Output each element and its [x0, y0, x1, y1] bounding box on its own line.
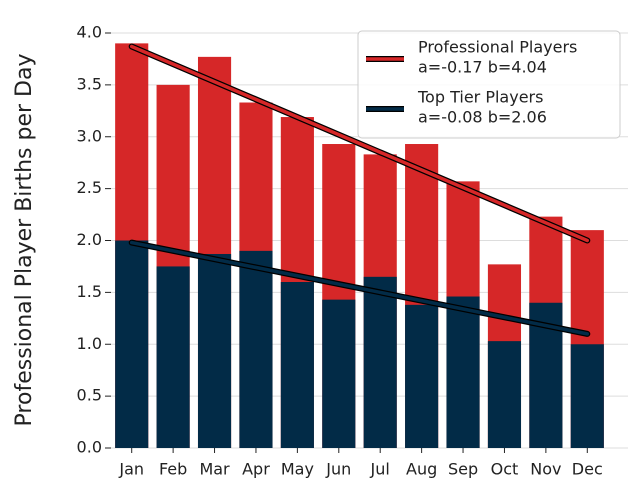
x-tick-label: Mar: [199, 460, 230, 479]
bar: [197, 253, 232, 448]
legend-trend-label: a=-0.08 b=2.06: [418, 108, 547, 127]
x-tick-label: Jan: [118, 460, 144, 479]
bar: [570, 344, 604, 448]
bar: [405, 304, 439, 448]
y-tick-label: 0.0: [77, 438, 102, 457]
legend-trend-label: a=-0.17 b=4.04: [418, 58, 547, 77]
x-tick-label: May: [281, 460, 314, 479]
y-tick-label: 3.0: [77, 126, 102, 145]
bar: [156, 266, 190, 448]
bar: [322, 299, 356, 448]
y-tick-label: 2.5: [77, 178, 102, 197]
x-tick-label: Jul: [370, 460, 390, 479]
y-tick-label: 3.5: [77, 74, 102, 93]
legend-label: Top Tier Players: [417, 88, 543, 107]
x-tick-label: Apr: [242, 460, 270, 479]
y-tick-label: 1.5: [77, 282, 102, 301]
bar: [446, 296, 480, 448]
x-tick-label: Aug: [406, 460, 437, 479]
x-tick-label: Oct: [491, 460, 519, 479]
bar: [487, 341, 522, 448]
y-tick-label: 4.0: [77, 23, 102, 42]
legend-box: [357, 30, 621, 139]
trend-line: [129, 240, 590, 336]
x-tick-label: Nov: [530, 460, 561, 479]
bar: [363, 276, 397, 448]
legend-label: Professional Players: [418, 38, 577, 57]
bar: [115, 240, 149, 448]
y-axis-label: Professional Player Births per Day: [12, 54, 37, 427]
y-tick-label: 0.5: [77, 386, 102, 405]
x-tick-label: Feb: [159, 460, 187, 479]
y-tick-label: 2.0: [77, 230, 102, 249]
x-tick-label: Dec: [572, 460, 603, 479]
trend-line: [129, 44, 590, 243]
bar: [280, 282, 314, 448]
x-tick-label: Jun: [325, 460, 351, 479]
x-tick-label: Sep: [448, 460, 478, 479]
y-tick-label: 1.0: [77, 334, 102, 353]
bar: [239, 250, 273, 448]
